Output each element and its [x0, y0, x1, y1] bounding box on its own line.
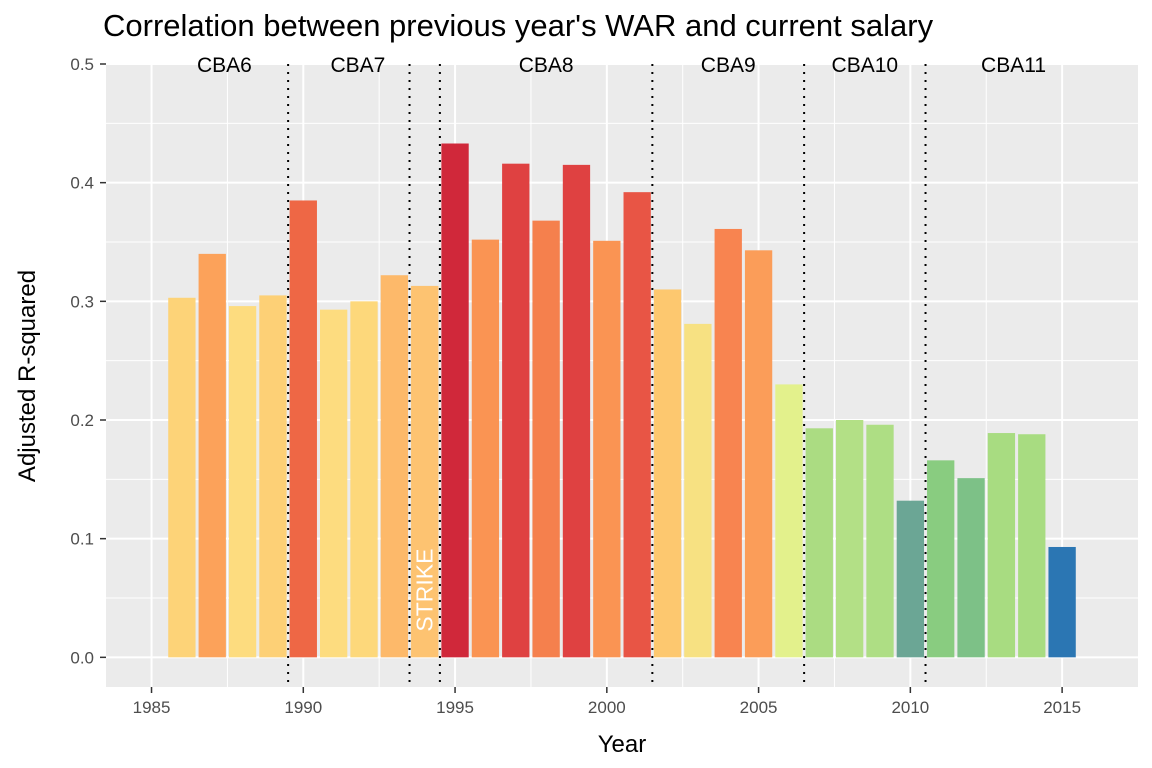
y-tick-label: 0.4: [70, 174, 94, 193]
x-tick-label: 2015: [1043, 698, 1081, 717]
bar-2005: [744, 250, 773, 658]
cba-label: CBA7: [330, 54, 385, 77]
bar-2012: [957, 478, 985, 658]
bar-1987: [198, 253, 226, 658]
x-axis: 1985 1990 1995 2000 2005 2010 2015: [133, 687, 1081, 717]
cba-label: CBA11: [981, 54, 1046, 77]
bar-2014: [1018, 434, 1046, 658]
bar-1996: [471, 239, 500, 658]
bar-2013: [987, 433, 1016, 658]
bar-1993: [380, 275, 409, 658]
bar-2006: [775, 384, 803, 658]
chart-title: Correlation between previous year's WAR …: [103, 8, 934, 43]
x-tick-label: 1990: [284, 698, 322, 717]
bar-1995: [441, 143, 469, 658]
strike-label: STRIKE: [412, 549, 438, 632]
bar-2008: [835, 420, 864, 658]
bar-1990: [289, 200, 317, 658]
bar-2000: [593, 240, 621, 658]
y-axis-title: Adjusted R-squared: [14, 270, 41, 482]
bar-2001: [623, 192, 651, 658]
bar-1988: [228, 306, 257, 658]
bar-1998: [532, 220, 560, 658]
bar-2004: [714, 228, 742, 658]
cba-labels: CBA6 CBA7 CBA8 CBA9 CBA10 CBA11 STRIKE: [197, 54, 1046, 632]
bar-1994: [411, 285, 439, 658]
x-tick-label: 2000: [588, 698, 626, 717]
bar-2011: [927, 460, 955, 658]
bar-2007: [805, 428, 833, 658]
y-tick-label: 0.0: [70, 648, 94, 667]
bar-2002: [653, 289, 682, 658]
bar-2010: [896, 500, 925, 658]
y-tick-label: 0.1: [70, 530, 94, 549]
y-tick-label: 0.3: [70, 292, 94, 311]
bar-2009: [866, 424, 894, 658]
bar-2003: [684, 323, 712, 658]
cba-label: CBA9: [701, 54, 756, 77]
x-tick-label: 2005: [740, 698, 778, 717]
cba-label: CBA10: [832, 54, 899, 77]
bar-1997: [502, 163, 530, 658]
cba-label: CBA8: [519, 54, 574, 77]
bar-1992: [350, 301, 378, 658]
x-axis-title: Year: [598, 731, 647, 758]
x-tick-label: 1995: [436, 698, 474, 717]
bar-1989: [259, 295, 287, 658]
y-tick-label: 0.5: [70, 55, 94, 74]
bar-1999: [562, 164, 591, 658]
bar-2015: [1048, 546, 1076, 658]
x-tick-label: 1985: [133, 698, 171, 717]
cba-label: CBA6: [197, 54, 252, 77]
y-tick-label: 0.2: [70, 411, 94, 430]
bars: [168, 143, 1076, 658]
bar-1991: [319, 309, 348, 658]
x-tick-label: 2010: [891, 698, 929, 717]
y-axis: 0.0 0.1 0.2 0.3 0.4 0.5: [70, 55, 106, 667]
minor-gridlines: [106, 64, 1138, 687]
bar-1986: [168, 297, 196, 658]
